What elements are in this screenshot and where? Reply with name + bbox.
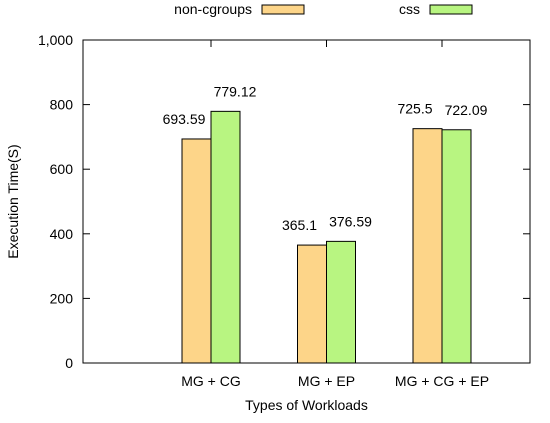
x-tick-label: MG + CG + EP (395, 373, 489, 389)
bar-css (441, 129, 472, 364)
bar-value-label: 725.5 (397, 101, 432, 117)
x-axis: MG + CG MG + EP MG + CG + EP (181, 40, 489, 389)
data-labels-group: 693.59 779.12 365.1 376.59 725.5 722.09 (163, 83, 488, 233)
x-axis-title: Types of Workloads (245, 397, 368, 413)
bar-value-label: 376.59 (329, 213, 372, 229)
bar-css (210, 110, 241, 364)
y-tick-label: 800 (50, 97, 74, 113)
legend: non-cgroups css (174, 1, 473, 17)
legend-swatch-css (429, 4, 473, 15)
y-axis-title: Execution Time(S) (5, 144, 21, 258)
bar-value-label: 722.09 (445, 102, 488, 118)
bars-group (181, 110, 472, 364)
y-tick-label: 1,000 (38, 32, 73, 48)
legend-label-non-cgroups: non-cgroups (174, 1, 252, 17)
y-tick-label: 400 (50, 226, 74, 242)
x-tick-label: MG + CG (181, 373, 241, 389)
bar-css (326, 240, 356, 364)
legend-label-css: css (399, 1, 420, 17)
bar-non-cgroups (297, 244, 327, 364)
plot-area-frame (82, 39, 531, 364)
y-tick-label: 600 (50, 161, 74, 177)
legend-swatch-non-cgroups (261, 4, 305, 15)
bar-value-label: 365.1 (282, 217, 317, 233)
y-tick-label: 0 (65, 355, 73, 371)
x-tick-label: MG + EP (298, 373, 355, 389)
bar-value-label: 779.12 (214, 83, 257, 99)
bar-value-label: 693.59 (163, 111, 206, 127)
y-axis: 0 200 400 600 800 1,000 (38, 32, 530, 371)
bar-non-cgroups (412, 128, 443, 364)
bar-non-cgroups (181, 138, 212, 364)
y-tick-label: 200 (50, 290, 74, 306)
